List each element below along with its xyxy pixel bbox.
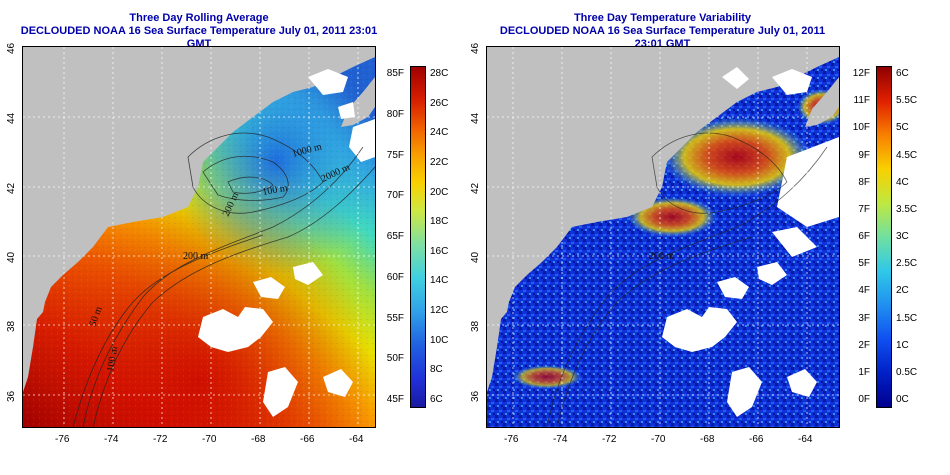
lon-tick: -70 — [651, 434, 666, 445]
lat-tick: 44 — [470, 112, 481, 124]
colorbar-label-c: 16C — [430, 245, 449, 257]
graticule — [23, 47, 375, 427]
colorbar-label-c: 26C — [430, 97, 449, 109]
colorbar-label-c: 3C — [896, 231, 909, 242]
lon-tick: -66 — [749, 434, 764, 445]
colorbar-label-c: 6C — [430, 394, 443, 405]
colorbar-label-c: 5C — [896, 122, 909, 134]
cloud-gap — [662, 307, 737, 352]
colorbar-label-f: 75F — [386, 149, 404, 161]
colorbar-label-c: 1.5C — [896, 312, 918, 324]
colorbar-label-c: 8C — [430, 364, 443, 376]
lon-tick: -66 — [300, 434, 315, 445]
contour-label-200: 200 m — [649, 251, 675, 262]
colorbar-label-f: 55F — [386, 312, 404, 324]
colorbar-label-f: 2F — [858, 339, 870, 351]
colorbar-label-f: 8F — [858, 176, 870, 188]
colorbar-label-f: 10F — [852, 122, 870, 134]
land-mass — [487, 47, 839, 392]
colorbar-label-c: 0C — [896, 394, 909, 405]
colorbar-label-c: 20C — [430, 186, 449, 198]
colorbar-label-c: 1C — [896, 339, 909, 351]
lat-tick: 40 — [470, 251, 481, 263]
nova-scotia — [805, 77, 839, 127]
colorbar-label-f: 45F — [386, 394, 404, 405]
colorbar-label-c: 6C — [896, 68, 909, 79]
left-title-line1: Three Day Rolling Average — [129, 12, 269, 24]
contour-label-200: 200 m — [183, 251, 209, 262]
colorbar-label-c: 4.5C — [896, 149, 918, 161]
left-map: 1000 m 100 m 2000 m 200 m 200 m 50 m 100… — [22, 46, 376, 428]
colorbar-label-f: 50F — [386, 353, 404, 365]
colorbar-label-f: 65F — [386, 231, 404, 242]
colorbar-label-f: 1F — [858, 366, 870, 378]
cloud-gap — [198, 307, 273, 352]
colorbar-label-c: 4C — [896, 176, 909, 188]
lon-tick: -68 — [251, 434, 266, 445]
bathymetry-contours — [72, 132, 375, 427]
colorbar-label-f: 60F — [386, 271, 404, 283]
lat-tick: 44 — [6, 112, 17, 124]
lon-tick: -74 — [104, 434, 119, 445]
lat-tick: 42 — [6, 182, 17, 194]
lat-tick: 42 — [470, 182, 481, 194]
lat-tick: 38 — [470, 320, 481, 332]
colorbar-label-c: 18C — [430, 216, 449, 228]
colorbar-label-c: 10C — [430, 334, 449, 346]
colorbar-label-f: 9F — [858, 149, 870, 161]
colorbar-label-f: 70F — [386, 190, 404, 202]
bathymetry-contours — [546, 132, 828, 427]
colorbar-label-f: 6F — [858, 231, 870, 242]
lon-tick: -68 — [700, 434, 715, 445]
colorbar-label-f: 0F — [858, 394, 870, 405]
right-map: 200 m — [486, 46, 840, 428]
colorbar-label-c: 12C — [430, 305, 449, 317]
lat-tick: 46 — [6, 42, 17, 54]
lon-tick: -64 — [798, 434, 813, 445]
lon-tick: -70 — [202, 434, 217, 445]
left-map-svg: 1000 m 100 m 2000 m 200 m 200 m 50 m 100… — [23, 47, 375, 427]
colorbar-label-f: 11F — [853, 95, 871, 107]
colorbar-label-c: 2C — [896, 285, 909, 297]
colorbar-label-f: 5F — [858, 258, 870, 270]
colorbar-label-c: 2.5C — [896, 258, 918, 270]
lon-tick: -74 — [553, 434, 568, 445]
land-mass — [23, 47, 375, 392]
colorbar-label-f: 80F — [386, 108, 404, 120]
colorbar-label-c: 5.5C — [896, 95, 918, 107]
contour-label-100: 100 m — [262, 183, 289, 198]
lon-tick: -76 — [55, 434, 70, 445]
lat-tick: 36 — [470, 390, 481, 402]
colorbar-label-c: 28C — [430, 68, 449, 79]
left-colorbar — [410, 66, 426, 408]
lon-tick: -64 — [349, 434, 364, 445]
colorbar-label-f: 4F — [858, 285, 870, 297]
right-colorbar — [876, 66, 892, 408]
lon-tick: -72 — [153, 434, 168, 445]
colorbar-label-f: 85F — [386, 68, 404, 79]
graticule — [487, 47, 839, 427]
colorbar-label-f: 12F — [852, 68, 870, 79]
colorbar-label-f: 3F — [858, 312, 870, 324]
lon-tick: -76 — [504, 434, 519, 445]
lat-tick: 38 — [6, 320, 17, 332]
right-title-line1: Three Day Temperature Variability — [573, 12, 752, 24]
colorbar-label-c: 14C — [430, 275, 449, 287]
right-map-svg: 200 m — [487, 47, 839, 427]
colorbar-label-c: 3.5C — [896, 203, 918, 215]
colorbar-label-c: 24C — [430, 127, 449, 139]
contour-label-100b: 100 m — [105, 345, 120, 372]
lat-tick: 36 — [6, 390, 17, 402]
colorbar-label-c: 22C — [430, 156, 449, 168]
lat-tick: 40 — [6, 251, 17, 263]
lon-tick: -72 — [602, 434, 617, 445]
lat-tick: 46 — [470, 42, 481, 54]
colorbar-label-c: 0.5C — [896, 366, 918, 378]
colorbar-label-f: 7F — [858, 203, 870, 215]
